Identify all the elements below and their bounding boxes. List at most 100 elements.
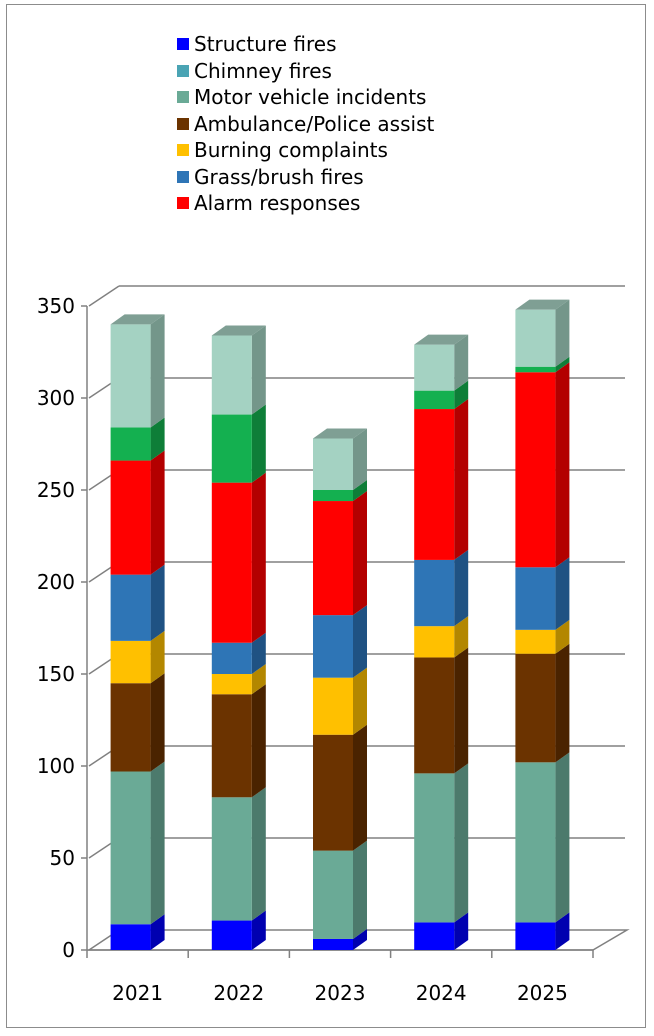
legend-swatch xyxy=(177,38,189,51)
bar-side xyxy=(454,334,469,391)
bar-side xyxy=(353,724,367,851)
y-tick-label: 250 xyxy=(37,478,75,502)
legend-label: Ambulance/Police assist xyxy=(194,111,435,136)
bar-segment xyxy=(515,366,556,373)
bar-side xyxy=(353,491,367,616)
bar-segment xyxy=(110,640,151,684)
bar-segment xyxy=(110,427,151,461)
bar-side xyxy=(454,912,469,950)
x-tick-label: 2023 xyxy=(315,981,366,1005)
bar-segment xyxy=(211,694,252,798)
bar-side xyxy=(454,380,469,410)
bar-side xyxy=(251,910,266,950)
bar-side xyxy=(150,630,165,684)
legend-label: Chimney fires xyxy=(194,58,332,83)
bar-segment xyxy=(414,773,455,923)
bar-segment xyxy=(313,490,353,502)
bar-segment xyxy=(211,642,252,674)
bar-segment xyxy=(211,335,252,415)
bar-segment xyxy=(414,657,455,774)
y-tick-label: 50 xyxy=(50,846,75,870)
bar-side xyxy=(251,787,266,921)
bar-side xyxy=(150,673,165,772)
bar-segment xyxy=(313,850,353,939)
bar-segment xyxy=(211,482,252,643)
bar-side xyxy=(353,605,367,678)
bar-side xyxy=(150,314,165,428)
bar-segment xyxy=(211,797,252,921)
bar-side xyxy=(555,356,570,373)
y-tick-label: 100 xyxy=(37,754,75,778)
legend-swatch xyxy=(177,144,189,157)
bar-top xyxy=(313,428,367,439)
bar-segment xyxy=(110,574,151,641)
bar-top xyxy=(515,299,570,310)
bar-side xyxy=(555,912,570,950)
bar-side xyxy=(454,399,469,560)
bar-top xyxy=(211,325,266,336)
bar-side xyxy=(454,647,469,774)
bar-segment xyxy=(414,559,455,627)
bar-segment xyxy=(515,922,556,950)
bar-segment xyxy=(313,438,353,490)
legend-item: Structure fires xyxy=(177,31,434,58)
bar-segment xyxy=(211,414,252,483)
bar-segment xyxy=(515,372,556,568)
bar-side xyxy=(251,404,266,483)
legend: Structure fires Chimney fires Motor vehicl… xyxy=(177,31,434,217)
bar-side xyxy=(150,914,165,950)
legend-item: Chimney fires xyxy=(177,58,434,85)
bar-side xyxy=(555,752,570,923)
side-wall-line xyxy=(88,285,120,307)
y-tick-label: 350 xyxy=(37,294,75,318)
bar-side xyxy=(251,684,266,798)
legend-swatch xyxy=(177,117,189,130)
bar-segment xyxy=(515,309,556,367)
bar-side xyxy=(454,549,469,627)
legend-item: Motor vehicle incidents xyxy=(177,84,434,111)
legend-item: Ambulance/Police assist xyxy=(177,111,434,138)
bar-segment xyxy=(110,924,151,950)
bar-side xyxy=(251,325,266,415)
bar-segment xyxy=(211,674,252,695)
x-tick-label: 2024 xyxy=(416,981,467,1005)
bar-segment xyxy=(414,409,455,560)
bar-segment xyxy=(414,626,455,658)
legend-item: Grass/brush fires xyxy=(177,164,434,191)
bar-side xyxy=(353,928,367,950)
bar-top xyxy=(110,314,165,325)
bar-side xyxy=(353,840,367,939)
bar-side xyxy=(454,616,469,658)
bar-side xyxy=(454,763,469,923)
bar-top xyxy=(414,334,469,345)
x-tick-label: 2025 xyxy=(517,981,568,1005)
y-tick-label: 150 xyxy=(37,662,75,686)
bar-side xyxy=(555,299,570,367)
bar-segment xyxy=(313,501,353,616)
bar-segment xyxy=(414,922,455,950)
bar-segment xyxy=(211,920,252,950)
x-tick-label: 2021 xyxy=(112,981,163,1005)
legend-label: Alarm responses xyxy=(194,191,361,215)
bar-side xyxy=(150,564,165,641)
legend-item: Burning complaints xyxy=(177,137,434,164)
bar-side xyxy=(251,632,266,674)
legend-swatch xyxy=(177,64,189,77)
legend-swatch xyxy=(177,170,189,183)
bar-side xyxy=(353,667,367,735)
bar-segment xyxy=(110,683,151,772)
bar-side xyxy=(555,362,570,568)
bar-segment xyxy=(313,938,353,950)
legend-label: Burning complaints xyxy=(194,138,388,162)
y-tick-label: 200 xyxy=(37,570,75,594)
bar-segment xyxy=(515,653,556,763)
bar-segment xyxy=(515,567,556,630)
bar-segment xyxy=(515,762,556,923)
bar-segment xyxy=(110,460,151,575)
bar-segment xyxy=(313,615,353,678)
bar-side xyxy=(150,761,165,925)
bar-side xyxy=(555,643,570,763)
bar-side xyxy=(150,450,165,575)
legend-label: Motor vehicle incidents xyxy=(194,85,427,109)
legend-swatch xyxy=(177,91,189,104)
